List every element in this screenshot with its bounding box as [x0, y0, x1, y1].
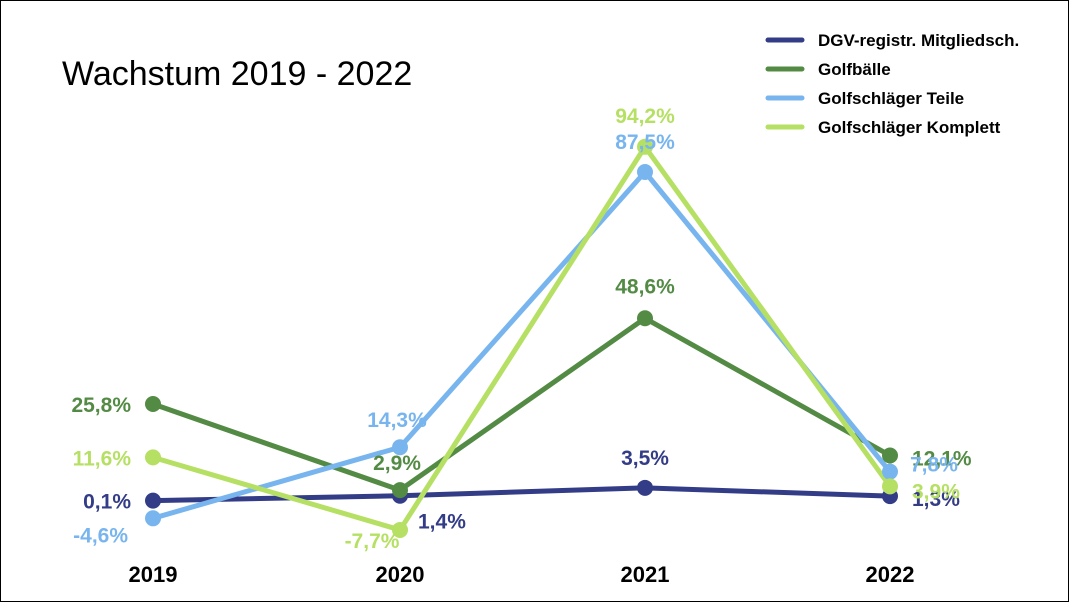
data-point-2-1 — [392, 439, 408, 456]
x-tick-label-0: 2019 — [129, 562, 178, 587]
data-point-3-2 — [637, 138, 653, 155]
series-lines — [150, 144, 893, 533]
data-point-2-3 — [882, 463, 898, 480]
chart-title: Wachstum 2019 - 2022 — [62, 55, 412, 93]
data-labels: 0,1% 1,4% 3,5% 1,3% 25,8% 2,9% 48,6% 12,1% -4,6%… — [71, 105, 971, 553]
chart-legend: DGV-registr. Mitgliedsch. Golfbälle Golfsc… — [765, 31, 1019, 137]
data-label-0-3: 1,3% — [912, 488, 960, 511]
legend-entry-3: Golfschläger Komplett — [818, 118, 1001, 137]
series-line-0 — [150, 485, 893, 504]
series-markers — [145, 138, 898, 538]
data-label-1-0: 25,8% — [71, 394, 131, 417]
x-tick-label-3: 2022 — [866, 562, 915, 587]
data-point-1-2 — [637, 310, 653, 327]
data-label-3-1: -7,7% — [345, 530, 400, 553]
data-point-3-3 — [882, 478, 898, 495]
data-label-0-2: 3,5% — [621, 447, 669, 470]
data-label-1-2: 48,6% — [615, 275, 675, 298]
data-label-2-0: -4,6% — [73, 524, 128, 547]
data-point-1-1 — [392, 482, 408, 499]
data-label-3-3: 3,9% — [912, 480, 960, 503]
data-point-2-0 — [145, 510, 161, 527]
data-label-0-0: 0,1% — [83, 491, 131, 514]
data-point-3-0 — [145, 449, 161, 466]
legend-entry-1: Golfbälle — [818, 60, 891, 79]
data-point-0-2 — [637, 479, 653, 496]
series-line-3 — [150, 144, 893, 533]
data-point-0-0 — [145, 492, 161, 509]
data-label-1-3: 12,1% — [912, 448, 972, 471]
x-tick-label-1: 2020 — [376, 562, 425, 587]
data-point-3-1 — [392, 521, 408, 538]
series-line-1 — [150, 315, 893, 493]
data-label-3-0: 11,6% — [73, 447, 132, 470]
legend-entry-0: DGV-registr. Mitgliedsch. — [818, 31, 1019, 50]
data-label-3-2: 94,2% — [615, 105, 675, 128]
data-label-0-1: 1,4% — [418, 511, 466, 534]
series-line-2 — [150, 169, 893, 521]
x-tick-label-2: 2021 — [621, 562, 670, 587]
legend-entry-2: Golfschläger Teile — [818, 89, 964, 108]
x-axis-ticks: 2019 2020 2021 2022 — [129, 562, 915, 587]
data-point-1-0 — [145, 395, 161, 412]
data-label-2-1: 14,3% — [367, 409, 427, 432]
data-label-2-2: 87,5% — [615, 131, 675, 154]
data-point-1-3 — [882, 447, 898, 464]
data-label-2-3: 7,8% — [910, 454, 958, 477]
data-label-1-1: 2,9% — [373, 452, 421, 475]
data-point-2-2 — [637, 164, 653, 180]
